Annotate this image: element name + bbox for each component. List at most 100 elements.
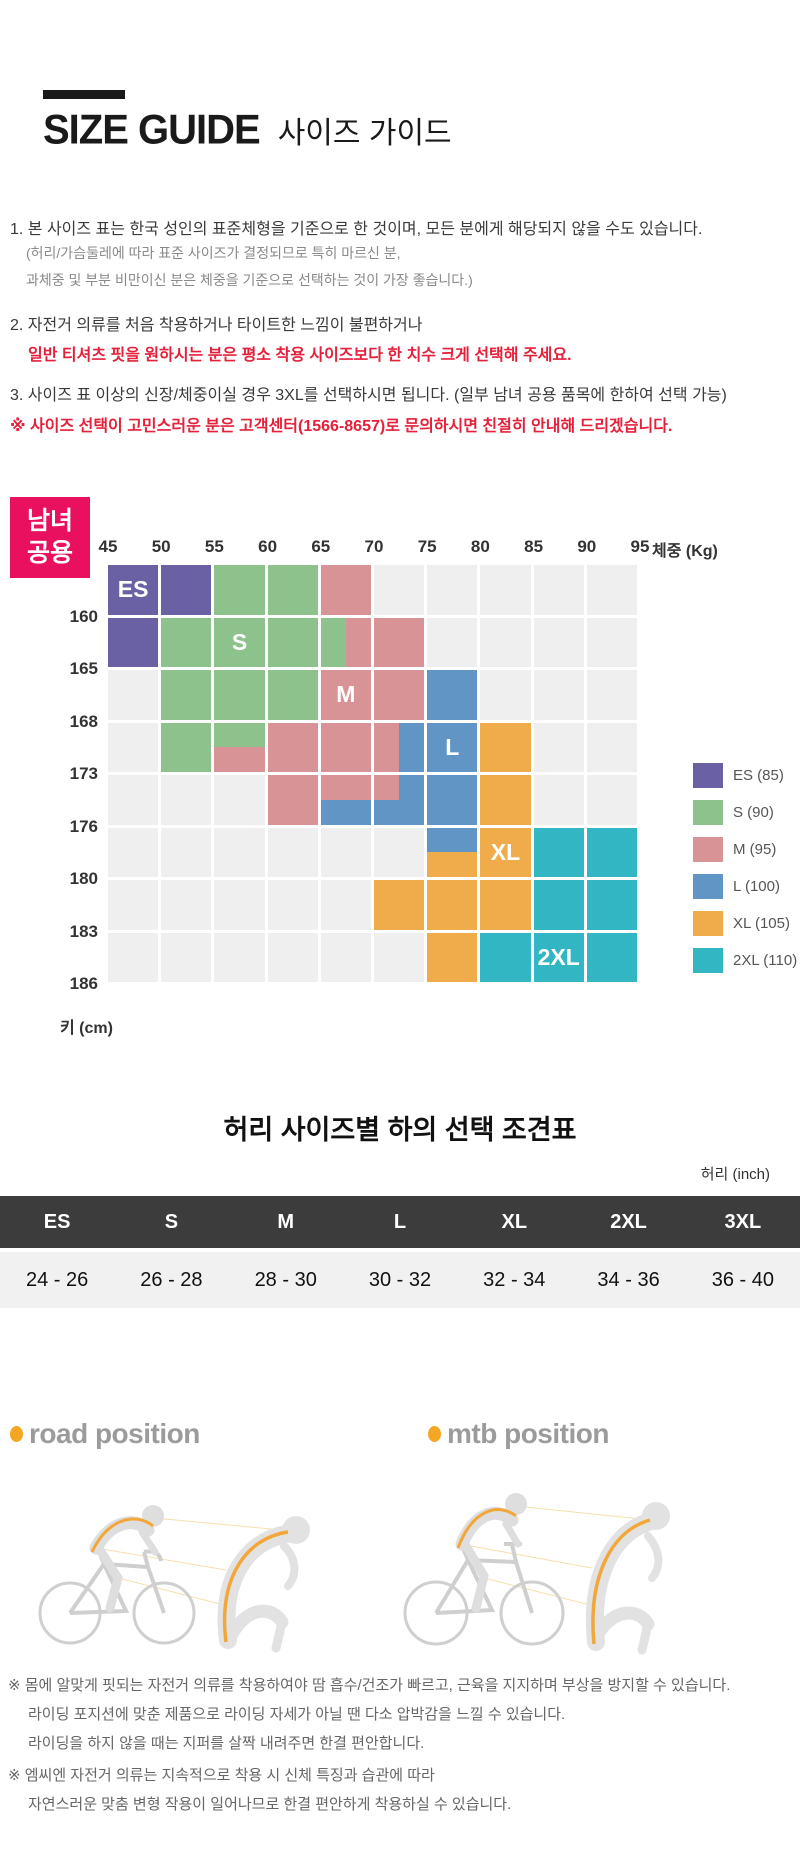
grid-cell — [586, 617, 637, 667]
road-bike — [38, 1549, 196, 1645]
note-item-2-highlight: 일반 티셔츠 핏을 원하시는 분은 평소 착용 사이즈보다 한 치수 크게 선택… — [28, 347, 572, 364]
grid-size-label: M — [336, 681, 356, 708]
grid-cell — [320, 565, 371, 615]
grid-cell — [427, 565, 478, 615]
grid-cell — [586, 722, 637, 772]
grid-cell — [374, 932, 425, 982]
grid-size-label: 2XL — [537, 943, 580, 970]
grid-cell — [427, 722, 478, 772]
note-item-1: 1. 본 사이즈 표는 한국 성인의 표준체형을 기준으로 한 것이며, 모든 … — [10, 221, 703, 238]
x-tick: 80 — [470, 537, 490, 556]
grid-size-label: XL — [490, 838, 521, 865]
x-tick: 45 — [98, 537, 118, 556]
note-item-1-sub-1: (허리/가슴둘레에 따라 표준 사이즈가 결정되므로 특히 마르신 분, — [26, 245, 401, 261]
waist-table-value-row: 24 - 26 26 - 28 28 - 30 30 - 32 32 - 34 34 - … — [0, 1252, 800, 1308]
x-tick: 70 — [364, 537, 384, 556]
waist-table-value-cell: 30 - 32 — [368, 1268, 432, 1291]
grid-cell — [533, 827, 584, 877]
road-figure-large — [217, 1525, 299, 1653]
grid-cell — [267, 617, 318, 667]
grid-cell — [267, 880, 318, 930]
x-tick: 55 — [204, 537, 224, 556]
waist-table-header-cell: XL — [501, 1210, 528, 1233]
grid-cell — [108, 827, 159, 877]
waist-table-value-cell: 34 - 36 — [597, 1268, 660, 1291]
legend-swatch — [693, 763, 723, 788]
mtb-position-illustration — [388, 1458, 698, 1658]
mtb-bullet-icon — [428, 1426, 441, 1442]
legend-item: L (100) — [693, 874, 797, 899]
road-position-illustration — [22, 1458, 332, 1658]
grid-cell — [374, 827, 425, 877]
grid-cell — [586, 670, 637, 720]
y-tick: 160 — [69, 606, 98, 626]
waist-table-header-cell: L — [393, 1210, 407, 1233]
grid-cell — [161, 932, 212, 982]
road-position-label: road position — [29, 1418, 200, 1449]
grid-cell — [267, 670, 318, 720]
grid-cell — [533, 775, 584, 825]
note-item-2: 2. 자전거 의류를 처음 착용하거나 타이트한 느낌이 불편하거나 — [10, 317, 423, 334]
grid-cell — [427, 775, 478, 825]
grid-cell — [586, 827, 637, 877]
footer-note-line: 라이딩 포지션에 맞춘 제품으로 라이딩 자세가 아닐 땐 다소 압박감을 느낄… — [28, 1706, 566, 1723]
mtb-position-heading: mtb position — [428, 1418, 609, 1450]
road-position-heading: road position — [10, 1418, 200, 1450]
grid-cell — [320, 932, 371, 982]
grid-cell — [108, 775, 159, 825]
grid-cell — [108, 722, 159, 772]
footer-note-line: ※ 몸에 알맞게 핏되는 자전거 의류를 착용하여야 땀 흡수/건조가 빠르고,… — [8, 1677, 731, 1694]
grid-cell — [161, 565, 212, 615]
grid-cell — [480, 932, 531, 982]
unisex-badge-line2: 공용 — [26, 538, 73, 567]
grid-cell — [427, 670, 478, 720]
y-tick: 176 — [69, 816, 98, 836]
x-tick: 60 — [258, 537, 278, 556]
grid-cell — [320, 775, 371, 825]
grid-cell — [214, 880, 265, 930]
legend-swatch — [693, 837, 723, 862]
x-tick: 90 — [577, 537, 597, 556]
grid-cell — [533, 670, 584, 720]
legend-label: ES (85) — [733, 767, 784, 784]
road-bullet-icon — [10, 1426, 23, 1442]
y-tick: 173 — [69, 764, 98, 783]
x-tick: 95 — [630, 537, 650, 556]
grid-cell — [533, 565, 584, 615]
grid-cell — [108, 617, 159, 667]
grid-cell — [320, 670, 371, 720]
x-tick: 85 — [524, 537, 544, 556]
mtb-rider — [455, 1506, 522, 1613]
legend-swatch — [693, 800, 723, 825]
waist-table-header-cell: 3XL — [724, 1210, 762, 1233]
grid-size-label: S — [231, 628, 248, 655]
waist-table-header-cell: S — [164, 1210, 179, 1233]
y-tick: 168 — [69, 711, 98, 731]
waist-table-value-cell: 28 - 30 — [254, 1268, 317, 1291]
grid-cell — [267, 722, 318, 772]
y-axis-unit-label: 키 (cm) — [60, 1020, 113, 1037]
grid-cell — [320, 722, 371, 772]
footer-note-line: 자연스러운 맞춤 변형 작용이 일어나므로 한결 편안하게 착용하실 수 있습니… — [28, 1796, 512, 1813]
legend-item: XL (105) — [693, 911, 797, 936]
waist-table-header-row: ES S M L XL 2XL 3XL — [0, 1196, 800, 1248]
grid-cell — [267, 932, 318, 982]
grid-cell — [267, 827, 318, 877]
y-tick: 186 — [69, 974, 98, 993]
grid-cell — [214, 565, 265, 615]
grid-cell — [480, 670, 531, 720]
x-tick: 75 — [417, 537, 437, 556]
y-tick: 165 — [69, 659, 98, 678]
legend-item: M (95) — [693, 837, 797, 862]
note-item-3: 3. 사이즈 표 이상의 신장/체중이실 경우 3XL를 선택하시면 됩니다. … — [10, 387, 727, 404]
grid-cell — [586, 880, 637, 930]
legend-label: S (90) — [733, 804, 774, 821]
waist-table-unit: 허리 (inch) — [700, 1166, 770, 1183]
grid-cell — [480, 565, 531, 615]
grid-cell — [480, 880, 531, 930]
legend-item: 2XL (110) — [693, 948, 797, 973]
grid-cell — [108, 670, 159, 720]
size-legend: ES (85) S (90) M (95) L (100) XL (105) 2XL (1… — [693, 763, 797, 985]
legend-item: ES (85) — [693, 763, 797, 788]
grid-cell — [214, 775, 265, 825]
